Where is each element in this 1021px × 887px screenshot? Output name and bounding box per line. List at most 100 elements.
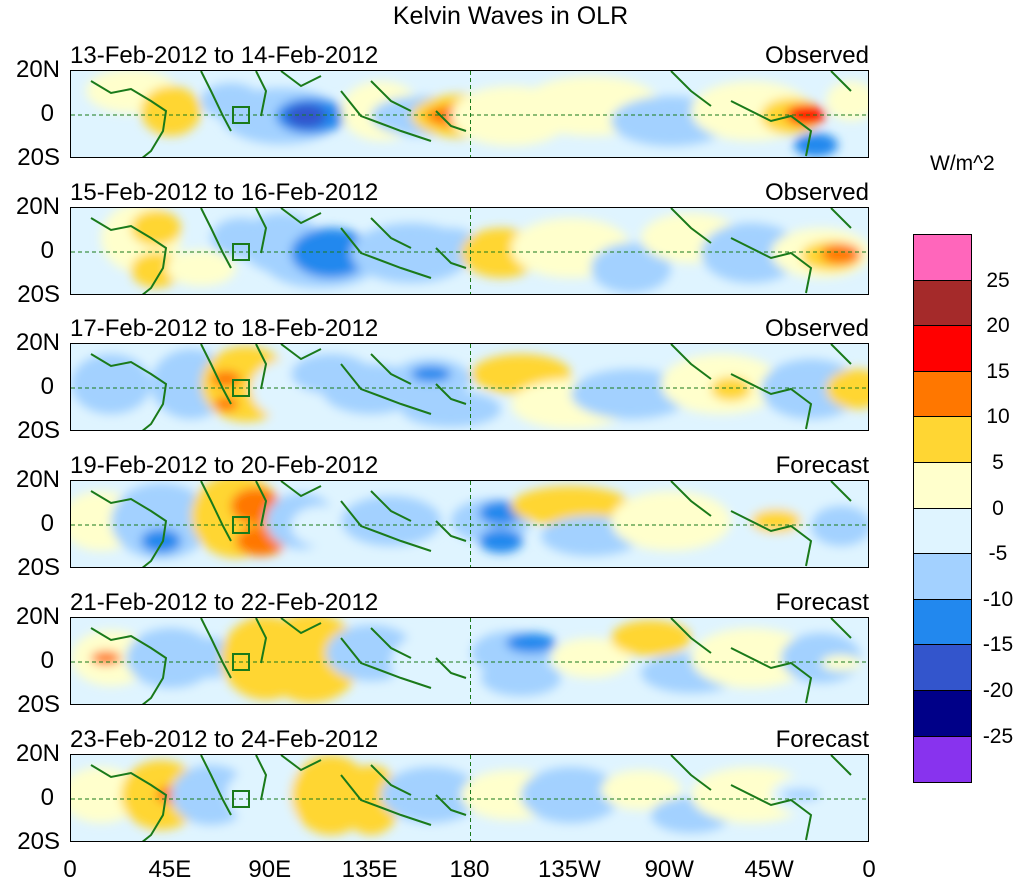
olr-anomaly-region: [286, 104, 326, 128]
olr-anomaly-region: [811, 506, 868, 546]
olr-map-panel: [70, 617, 869, 705]
olr-anomaly-region: [481, 660, 561, 696]
legend-swatch: [914, 326, 971, 372]
legend-value: 5: [992, 451, 1004, 474]
olr-anomaly-region: [611, 491, 731, 551]
longitude-label: 135W: [538, 856, 601, 883]
legend-swatch: [914, 645, 971, 691]
olr-anomaly-region: [591, 243, 671, 293]
coastline: [90, 344, 852, 430]
olr-anomaly-region: [341, 496, 441, 546]
panel-data-type: Observed: [764, 179, 869, 206]
olr-anomaly-region: [761, 359, 861, 419]
latitude-label: 20N: [15, 466, 60, 493]
longitude-label: 45E: [148, 856, 192, 883]
olr-anomaly-region: [91, 651, 121, 665]
legend-swatch: [914, 371, 971, 418]
legend-value: -15: [982, 633, 1014, 657]
latitude-label: 20S: [17, 554, 60, 581]
coastline: [90, 755, 852, 841]
olr-anomaly-region: [601, 770, 681, 810]
legend-unit: W/m^2: [930, 152, 995, 175]
color-legend: [913, 234, 972, 784]
legend-swatch: [914, 690, 971, 737]
longitude-label: 180: [449, 856, 490, 883]
panel-data-type: Forecast: [775, 726, 869, 753]
olr-anomaly-region: [131, 252, 181, 288]
panel-date-range: 15-Feb-2012 to 16-Feb-2012: [70, 179, 379, 206]
latitude-label: 0: [40, 510, 54, 537]
olr-anomaly-region: [226, 765, 316, 825]
olr-anomaly-region: [411, 366, 451, 382]
panel-data-type: Observed: [764, 42, 869, 69]
legend-value: -25: [982, 724, 1014, 748]
latitude-label: 20S: [17, 828, 60, 855]
olr-map-panel: [70, 207, 869, 295]
longitude-label: 45W: [744, 856, 794, 883]
olr-map-panel: [70, 480, 869, 568]
coastline: [90, 208, 852, 294]
olr-anomaly-region: [701, 223, 801, 283]
olr-map-panel: [70, 754, 869, 842]
latitude-label: 20S: [17, 691, 60, 718]
panel-date-range: 21-Feb-2012 to 22-Feb-2012: [70, 589, 379, 616]
coastline: [90, 71, 852, 157]
olr-anomaly-region: [781, 789, 821, 801]
legend-swatch: [914, 235, 971, 281]
olr-anomaly-region: [71, 354, 151, 414]
latitude-label: 0: [40, 647, 54, 674]
latitude-label: 20N: [15, 56, 60, 83]
olr-anomaly-region: [401, 391, 501, 427]
olr-anomaly-region: [131, 210, 181, 246]
longitude-label: 135E: [341, 856, 398, 883]
legend-value: -10: [982, 587, 1014, 611]
olr-anomaly-region: [511, 486, 631, 526]
panel-date-range: 19-Feb-2012 to 20-Feb-2012: [70, 452, 379, 479]
longitude-label: 90W: [644, 856, 694, 883]
latitude-label: 20N: [15, 193, 60, 220]
olr-anomaly-region: [141, 529, 181, 553]
legend-swatch: [914, 462, 971, 509]
olr-anomaly-region: [794, 133, 838, 157]
olr-anomaly-region: [479, 529, 523, 553]
longitude-label: 0: [862, 856, 876, 883]
latitude-label: 20S: [17, 417, 60, 444]
legend-swatch: [914, 736, 971, 783]
latitude-label: 20S: [17, 281, 60, 308]
panel-data-type: Observed: [764, 315, 869, 342]
olr-anomaly-region: [551, 638, 631, 678]
legend-value: 20: [986, 314, 1010, 338]
olr-anomaly-region: [171, 765, 251, 825]
latitude-label: 0: [40, 784, 54, 811]
latitude-label: 20N: [15, 740, 60, 767]
olr-anomaly-region: [821, 655, 861, 671]
legend-swatch: [914, 599, 971, 646]
coastline: [90, 481, 852, 567]
olr-anomaly-region: [166, 250, 236, 286]
panel-date-range: 23-Feb-2012 to 24-Feb-2012: [70, 726, 379, 753]
panel-data-type: Forecast: [775, 452, 869, 479]
latitude-label: 20N: [15, 603, 60, 630]
legend-value: 10: [986, 405, 1010, 429]
latitude-label: 0: [40, 237, 54, 264]
legend-value: -5: [988, 542, 1008, 566]
olr-anomaly-region: [391, 633, 471, 693]
legend-value: 25: [986, 268, 1010, 292]
olr-map-panel: [70, 343, 869, 431]
legend-value: 0: [992, 496, 1004, 520]
olr-anomaly-region: [341, 765, 401, 835]
olr-anomaly-region: [521, 767, 621, 823]
longitude-label: 0: [63, 856, 77, 883]
longitude-label: 90E: [248, 856, 292, 883]
panel-data-type: Forecast: [775, 589, 869, 616]
coastline: [90, 618, 852, 704]
legend-swatch: [914, 554, 971, 600]
latitude-label: 20N: [15, 329, 60, 356]
panel-date-range: 13-Feb-2012 to 14-Feb-2012: [70, 42, 379, 69]
olr-anomaly-region: [381, 767, 481, 823]
olr-anomaly-region: [571, 369, 691, 419]
legend-swatch: [914, 280, 971, 327]
legend-swatch: [914, 508, 971, 555]
olr-map-panel: [70, 70, 869, 158]
legend-swatch: [914, 417, 971, 463]
